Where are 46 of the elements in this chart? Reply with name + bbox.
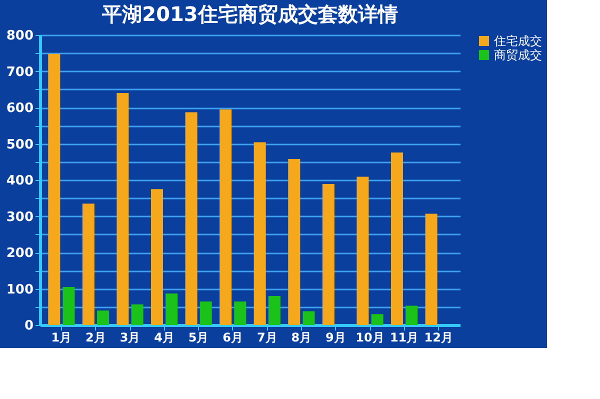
bar bbox=[288, 158, 300, 325]
x-tick-label: 2月 bbox=[86, 330, 106, 344]
bar bbox=[48, 54, 60, 325]
bar bbox=[151, 189, 163, 325]
bar bbox=[185, 112, 198, 325]
bar bbox=[302, 311, 315, 325]
y-tick-label: 600 bbox=[6, 101, 34, 116]
bar bbox=[234, 301, 246, 325]
bar bbox=[82, 204, 94, 325]
bar bbox=[391, 152, 403, 325]
x-tick-label: 9月 bbox=[326, 330, 346, 344]
x-tick-label: 8月 bbox=[291, 330, 312, 344]
x-tick-label: 12月 bbox=[424, 330, 453, 344]
bar bbox=[406, 306, 418, 325]
bar bbox=[371, 314, 384, 325]
bar bbox=[97, 310, 109, 325]
x-tick-label: 1月 bbox=[51, 330, 72, 344]
y-tick-label: 500 bbox=[6, 137, 34, 152]
x-tick-label: 7月 bbox=[256, 330, 278, 344]
bar bbox=[116, 93, 129, 325]
bar bbox=[356, 176, 369, 325]
bar bbox=[268, 296, 280, 325]
y-tick-label: 800 bbox=[6, 28, 34, 44]
bar bbox=[220, 109, 232, 325]
x-tick-label: 11月 bbox=[390, 330, 419, 344]
bar bbox=[62, 286, 75, 325]
legend-label: 商贸成交 bbox=[494, 48, 542, 62]
bar bbox=[322, 184, 334, 325]
x-tick-label: 3月 bbox=[120, 330, 140, 344]
y-tick-label: 100 bbox=[6, 282, 34, 298]
bar bbox=[166, 293, 178, 325]
bar bbox=[131, 304, 144, 325]
bar bbox=[200, 301, 212, 325]
bar bbox=[425, 214, 438, 325]
y-tick-label: 400 bbox=[6, 174, 34, 188]
y-tick-label: 200 bbox=[6, 246, 34, 261]
chart-title: 平湖2013住宅商贸成交套数详情 bbox=[101, 2, 398, 26]
x-tick-label: 6月 bbox=[222, 330, 244, 344]
legend-label: 住宅成交 bbox=[493, 34, 542, 48]
y-tick-label: 300 bbox=[6, 210, 34, 225]
y-tick-label: 700 bbox=[6, 64, 34, 80]
bar bbox=[254, 142, 266, 325]
x-tick-label: 5月 bbox=[188, 330, 209, 344]
x-tick-label: 10月 bbox=[356, 330, 384, 344]
y-tick-label: 0 bbox=[24, 318, 34, 334]
x-tick-label: 4月 bbox=[154, 330, 174, 344]
